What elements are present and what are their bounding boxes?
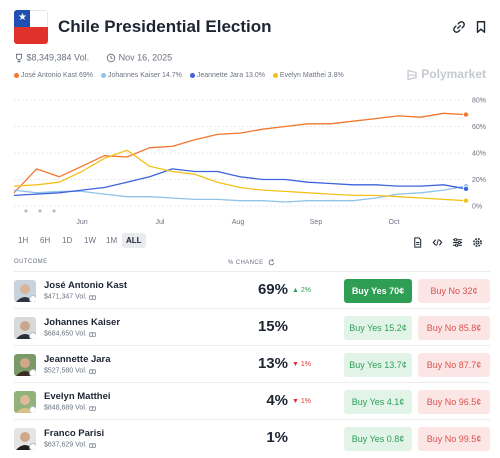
outcome-name: José Antonio Kast bbox=[44, 280, 128, 291]
outcome-row[interactable]: José Antonio Kast $471,347 Vol. 69% ▲ 2%… bbox=[14, 271, 490, 307]
range-all[interactable]: ALL bbox=[122, 233, 146, 248]
clock-icon bbox=[106, 53, 116, 62]
y-tick-label: 80% bbox=[472, 98, 486, 105]
trophy-icon bbox=[16, 53, 22, 62]
y-tick-label: 20% bbox=[472, 177, 486, 184]
market-end-date: Nov 16, 2025 bbox=[118, 52, 173, 63]
x-tick-label: Jul bbox=[156, 219, 165, 226]
series-line-1 bbox=[13, 112, 467, 194]
series-endpoint-3 bbox=[462, 185, 469, 192]
polymarket-logo-icon bbox=[407, 69, 417, 80]
outcome-volume: $637,629 Vol. bbox=[44, 441, 96, 448]
x-tick-label: Aug bbox=[232, 219, 245, 226]
legend-item: Evelyn Matthei 3.8% bbox=[272, 72, 344, 79]
buy-yes-button[interactable]: Buy Yes 0.8¢ bbox=[344, 427, 412, 451]
x-tick-label: Sep bbox=[310, 219, 323, 226]
buy-yes-button[interactable]: Buy Yes 4.1¢ bbox=[344, 390, 412, 414]
gift-icon bbox=[89, 406, 96, 411]
timeline-marker bbox=[52, 209, 56, 213]
chile-flag-icon: ★ bbox=[14, 10, 48, 44]
outcome-volume: $684,650 Vol. bbox=[44, 330, 96, 337]
outcome-volume: $527,580 Vol. bbox=[44, 367, 96, 374]
range-1w[interactable]: 1W bbox=[84, 236, 96, 245]
polymarket-logo: Polymarket bbox=[406, 67, 486, 81]
outcome-row[interactable]: Franco Parisi $637,629 Vol. 1% Buy Yes 0… bbox=[14, 419, 490, 455]
outcome-row[interactable]: Jeannette Jara $527,580 Vol. 13% ▼ 1% Bu… bbox=[14, 345, 490, 381]
buy-no-button[interactable]: Buy No 99.5¢ bbox=[418, 427, 490, 451]
sliders-icon[interactable] bbox=[452, 235, 464, 247]
chance-column-header: % CHANCE bbox=[228, 259, 275, 266]
buy-no-button[interactable]: Buy No 87.7¢ bbox=[418, 353, 490, 377]
link-icon[interactable] bbox=[452, 20, 468, 36]
gift-icon bbox=[89, 295, 96, 300]
avatar bbox=[14, 391, 36, 413]
chance-change: ▼ 1% bbox=[292, 398, 311, 405]
avatar bbox=[14, 317, 36, 339]
outcome-row[interactable]: Johannes Kaiser $684,650 Vol. 15% Buy Ye… bbox=[14, 308, 490, 344]
outcome-name: Jeannette Jara bbox=[44, 354, 111, 365]
chance-change: ▲ 2% bbox=[292, 287, 311, 294]
buy-yes-button[interactable]: Buy Yes 15.2¢ bbox=[344, 316, 412, 340]
buy-no-button[interactable]: Buy No 85.8¢ bbox=[418, 316, 490, 340]
outcome-chance: 15% bbox=[257, 318, 288, 335]
outcome-column-header: OUTCOME bbox=[14, 259, 48, 265]
embed-code-icon[interactable] bbox=[432, 235, 444, 247]
range-1d[interactable]: 1D bbox=[62, 236, 73, 245]
y-tick-label: 40% bbox=[472, 151, 486, 158]
chart-tools bbox=[412, 235, 486, 248]
buy-no-button[interactable]: Buy No 96.5¢ bbox=[418, 390, 490, 414]
chance-change: ▼ 1% bbox=[292, 361, 311, 368]
outcome-chance: 1% bbox=[266, 429, 288, 446]
y-tick-label: 0% bbox=[472, 204, 482, 211]
outcome-chance: 4% bbox=[266, 392, 288, 409]
series-line-2 bbox=[13, 185, 467, 203]
document-icon[interactable] bbox=[412, 235, 424, 248]
outcome-volume: $471,347 Vol. bbox=[44, 293, 96, 300]
range-1h[interactable]: 1H bbox=[18, 236, 29, 245]
outcome-row[interactable]: Evelyn Matthei $848,689 Vol. 4% ▼ 1% Buy… bbox=[14, 382, 490, 418]
gift-icon bbox=[89, 443, 96, 448]
range-6h[interactable]: 6H bbox=[40, 236, 51, 245]
legend-item: Johannes Kaiser 14.7% bbox=[100, 72, 182, 79]
series-line-3 bbox=[13, 168, 467, 197]
gear-icon[interactable] bbox=[472, 235, 484, 247]
market-header: ★ Chile Presidential Election bbox=[14, 10, 490, 44]
market-meta: $8,349,384 Vol. Nov 16, 2025 bbox=[14, 52, 172, 66]
legend-item: José Antonio Kast 69% bbox=[14, 72, 93, 79]
buy-yes-button[interactable]: Buy Yes 70¢ bbox=[344, 279, 412, 303]
gift-icon bbox=[89, 369, 96, 374]
range-1m[interactable]: 1M bbox=[106, 236, 118, 245]
avatar bbox=[14, 280, 36, 302]
refresh-icon[interactable] bbox=[268, 259, 275, 266]
buy-yes-button[interactable]: Buy Yes 13.7¢ bbox=[344, 353, 412, 377]
avatar bbox=[14, 428, 36, 450]
buy-no-button[interactable]: Buy No 32¢ bbox=[418, 279, 490, 303]
price-chart-svg: 0% 20% 40% 60% 80% Jun Jul Aug Sep Oct bbox=[13, 98, 486, 226]
outcome-name: Franco Parisi bbox=[44, 428, 105, 439]
avatar bbox=[14, 354, 36, 376]
outcome-name: Evelyn Matthei bbox=[44, 391, 111, 402]
x-tick-label: Oct bbox=[389, 219, 400, 226]
outcome-volume: $848,689 Vol. bbox=[44, 404, 96, 411]
timeline-marker bbox=[24, 209, 28, 213]
page-title: Chile Presidential Election bbox=[58, 17, 272, 36]
bookmark-icon[interactable] bbox=[474, 20, 490, 36]
timeline-marker bbox=[38, 209, 42, 213]
series-endpoint-4 bbox=[462, 197, 469, 204]
gift-icon bbox=[89, 332, 96, 337]
series-endpoint-1 bbox=[462, 111, 469, 118]
chart-legend: José Antonio Kast 69% Johannes Kaiser 14… bbox=[14, 72, 350, 79]
outcome-chance: 13% bbox=[257, 355, 288, 372]
x-tick-label: Jun bbox=[76, 219, 87, 226]
legend-item: Jeannette Jara 13.0% bbox=[189, 72, 265, 79]
outcome-chance: 69% bbox=[257, 281, 288, 298]
series-line-4 bbox=[13, 149, 467, 202]
market-volume: $8,349,384 Vol. bbox=[26, 52, 90, 63]
price-chart[interactable]: 0% 20% 40% 60% 80% Jun Jul Aug Sep Oct bbox=[0, 88, 500, 228]
y-tick-label: 60% bbox=[472, 124, 486, 131]
outcome-name: Johannes Kaiser bbox=[44, 317, 121, 328]
